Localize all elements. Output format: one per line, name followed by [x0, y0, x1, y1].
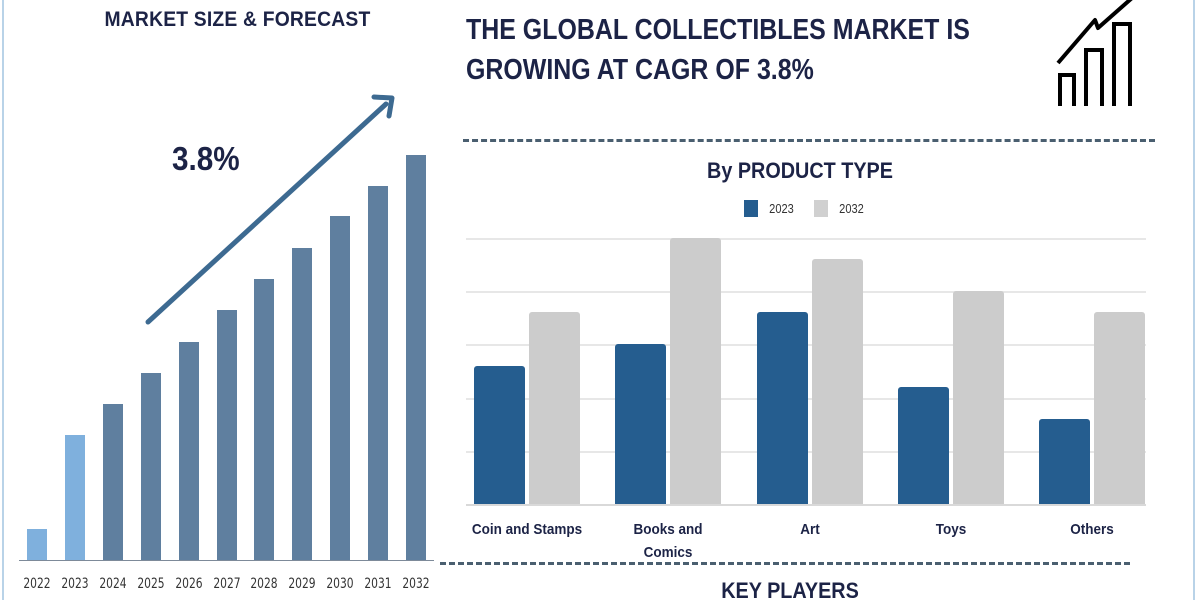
- bar-2032-coin-and-stamps: [529, 312, 580, 504]
- bar-2032-others: [1094, 312, 1145, 504]
- divider-top: [463, 139, 1155, 142]
- x-axis-label: 2026: [174, 576, 203, 592]
- x-axis-label: 2032: [402, 576, 430, 592]
- x-axis-label: 2031: [364, 576, 392, 592]
- market-bar-2029: [292, 248, 313, 560]
- market-bar-2022: [27, 529, 47, 560]
- x-axis-line: [19, 560, 434, 561]
- bar-2032-toys: [953, 291, 1004, 504]
- legend-swatch-2023: [744, 200, 758, 217]
- bar-2032-books-and-comics: [670, 238, 721, 504]
- legend-item-2032: 2032: [813, 200, 866, 217]
- gridline: [466, 238, 1146, 240]
- market-bar-2027: [216, 310, 237, 560]
- gridline: [466, 291, 1146, 293]
- legend-label: 2023: [769, 201, 794, 216]
- market-bar-2026: [178, 342, 199, 560]
- bar-2023-art: [757, 312, 808, 504]
- legend-swatch-2032: [813, 200, 828, 217]
- bar-2023-others: [1039, 418, 1090, 504]
- category-label: Coin and Stamps: [471, 521, 583, 538]
- x-axis-label: 2030: [326, 576, 354, 592]
- x-axis-label: 2028: [250, 576, 279, 592]
- market-bar-2031: [368, 186, 389, 560]
- x-axis-label: 2025: [137, 576, 165, 592]
- cagr-label: 3.8%: [172, 140, 240, 177]
- title-line-2: GROWING AT CAGR OF 3.8%: [466, 54, 814, 86]
- title-line-1: THE GLOBAL COLLECTIBLES MARKET IS: [466, 14, 970, 46]
- x-axis-label: 2022: [23, 576, 51, 592]
- chart-legend: 2023 2032: [744, 200, 878, 217]
- market-size-chart: 2022 2023 2024 2025 2026 2027 2028 2029 2030 2031…: [0, 0, 450, 600]
- category-label: Others: [1070, 521, 1114, 538]
- x-axis-label: 2024: [99, 576, 127, 592]
- market-bar-2030: [330, 216, 351, 560]
- x-axis-label: 2023: [61, 576, 89, 592]
- market-size-title: MARKET SIZE & FORECAST: [104, 8, 371, 31]
- chart-title: By PRODUCT TYPE: [707, 158, 893, 183]
- market-bar-2025: [140, 373, 161, 560]
- key-players-title: KEY PLAYERS: [721, 578, 859, 603]
- market-bar-2032: [406, 155, 426, 560]
- frame-border-left: [2, 0, 4, 600]
- legend-label: 2032: [839, 201, 864, 216]
- category-label: Books and Comics: [633, 521, 703, 561]
- frame-border-right: [1193, 0, 1195, 600]
- bar-2023-books-and-comics: [615, 344, 666, 504]
- trend-chart-icon: [1056, 0, 1133, 106]
- bar-2023-coin-and-stamps: [474, 365, 525, 504]
- market-bar-2028: [254, 279, 275, 560]
- market-bar-2023: [64, 435, 85, 560]
- category-label: Art: [800, 521, 820, 538]
- page-title: THE GLOBAL COLLECTIBLES MARKET IS GROWIN…: [466, 10, 970, 90]
- category-label: Toys: [935, 521, 967, 538]
- bar-2023-toys: [898, 386, 949, 504]
- x-axis-line: [466, 504, 1146, 506]
- x-axis-label: 2029: [288, 576, 316, 592]
- legend-item-2023: 2023: [744, 200, 796, 217]
- growth-arrow-icon: [145, 94, 395, 325]
- bar-2032-art: [812, 259, 863, 504]
- x-axis-label: 2027: [212, 576, 241, 592]
- market-bar-2024: [102, 404, 123, 560]
- divider-bottom: [440, 562, 1130, 565]
